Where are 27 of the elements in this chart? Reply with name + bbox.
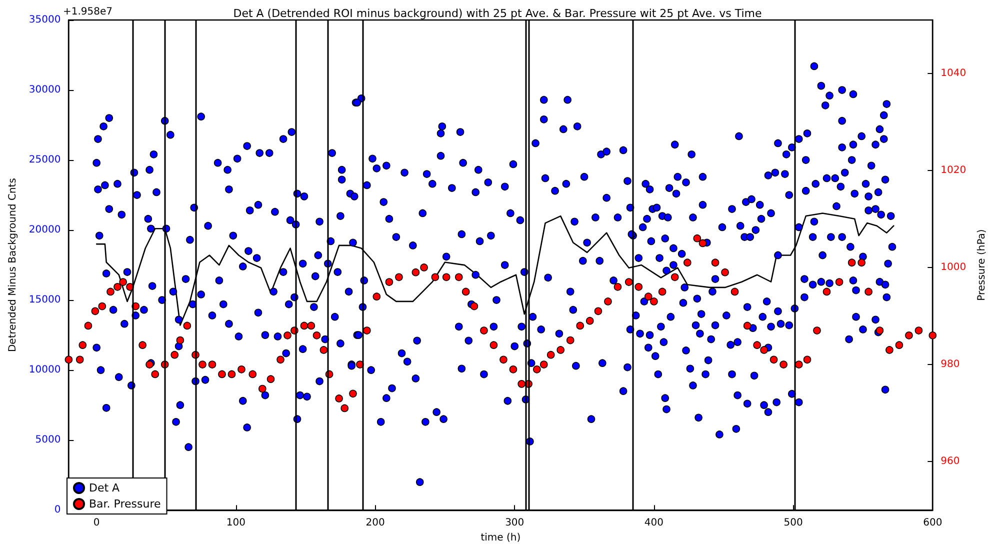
y2-tick-label: 1020 [940,164,966,176]
x-axis-title: time (h) [480,532,521,544]
y-tick-label: 25000 [28,154,61,166]
chart-title: Det A (Detrended ROI minus background) with 25 pt Ave. & Bar. Pressure wit 25 pt Ave. vs Time [233,7,762,20]
x-tick-label: 0 [93,518,100,529]
y2-axis-title: Pressure (hPa) [976,229,988,301]
y-tick-label: 15000 [28,294,61,306]
y-tick-label: 35000 [28,14,61,26]
x-tick-label: 100 [226,518,246,529]
y2-tick-label: 960 [940,456,960,468]
y2-tick-label: 1040 [940,68,966,79]
x-tick-label: 500 [784,518,803,529]
x-tick-label: 600 [923,518,942,529]
y-tick-label: 20000 [28,224,61,236]
x-tick-label: 200 [366,518,385,529]
legend-label: Bar. Pressure [89,498,161,510]
y-tick-label: 30000 [28,84,61,96]
y-tick-label: 5000 [35,434,61,446]
y2-tick-label: 980 [940,359,960,370]
legend-label: Det A [89,482,120,494]
y-tick-label: 0 [54,504,61,516]
y-axis-title: Detrended Minus Background Cnts [8,178,18,352]
y-tick-label: 10000 [28,364,61,376]
y2-tick-label: 1000 [940,262,966,273]
x-tick-label: 300 [505,518,524,529]
x-tick-label: 400 [644,518,664,529]
text: +1.958e7 [63,6,113,18]
